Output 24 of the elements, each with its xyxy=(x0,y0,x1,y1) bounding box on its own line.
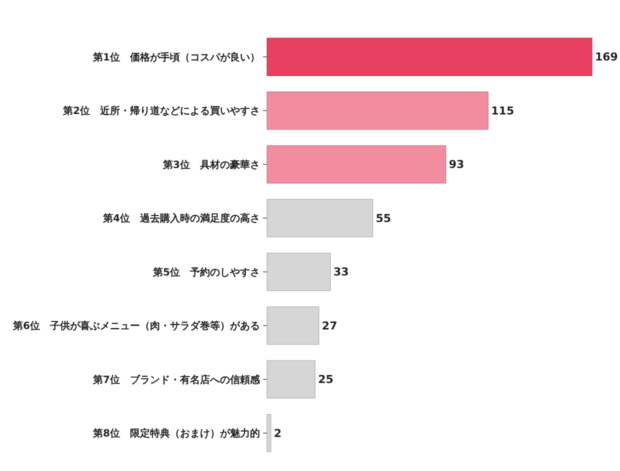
bar xyxy=(266,199,374,238)
y-tick-label: 第8位 限定特典（おまけ）が魅力的 xyxy=(92,428,260,440)
bar xyxy=(266,252,331,291)
y-tick-label: 第5位 予約のしやすさ xyxy=(152,266,260,278)
y-tick-label: 第7位 ブランド・有名店への信頼感 xyxy=(92,374,261,386)
y-tick-label: 第3位 具材の豪華さ xyxy=(162,158,260,171)
y-tick-label: 第4位 過去購入時の満足度の高さ xyxy=(102,212,260,225)
data-label: 169 xyxy=(595,50,618,64)
data-label: 25 xyxy=(318,373,334,386)
bar xyxy=(266,360,316,398)
y-tick-label: 第2位 近所・帰り道などによる買いやすさ xyxy=(62,105,260,118)
data-label: 33 xyxy=(333,266,349,279)
bar xyxy=(266,414,272,452)
data-label: 55 xyxy=(376,212,392,225)
bar xyxy=(266,306,320,345)
data-label: 93 xyxy=(448,158,464,172)
data-label: 2 xyxy=(274,426,282,440)
bar xyxy=(266,92,488,130)
y-tick-label: 第1位 価格が手頃（コスパが良い） xyxy=(92,51,260,64)
data-label: 115 xyxy=(491,104,514,118)
y-tick-label: 第6位 子供が喜ぶメニュー（肉・サラダ巻等）がある xyxy=(12,320,260,332)
data-label: 27 xyxy=(322,319,338,332)
bar xyxy=(266,38,592,76)
bar xyxy=(266,145,446,184)
